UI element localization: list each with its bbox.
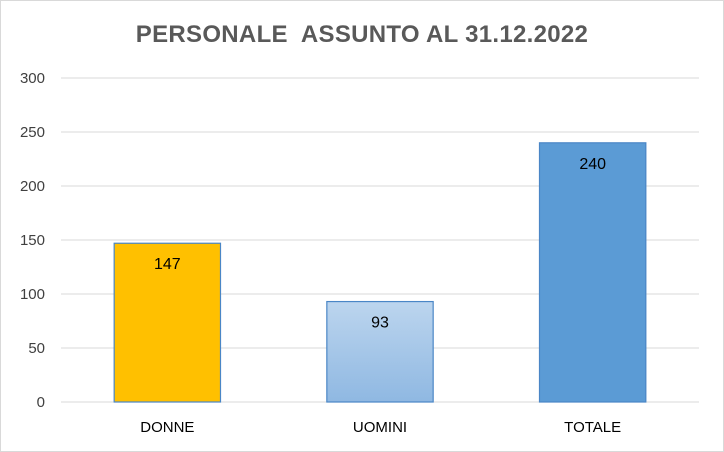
data-label-uomini: 93	[371, 315, 389, 332]
category-label-totale: TOTALE	[564, 419, 621, 436]
chart-title: PERSONALE ASSUNTO AL 31.12.2022	[135, 21, 589, 48]
bar-donne	[113, 242, 222, 403]
bar-uomini	[326, 300, 434, 403]
category-label-donne: DONNE	[140, 419, 194, 436]
y-tick-label: 50	[28, 340, 45, 357]
y-tick-label: 300	[20, 70, 45, 87]
y-tick-label: 0	[37, 394, 45, 411]
y-tick-label: 250	[20, 124, 45, 141]
category-label-uomini: UOMINI	[353, 419, 407, 436]
bar-totale	[538, 142, 647, 403]
y-tick-label: 150	[20, 232, 45, 249]
y-tick-label: 200	[20, 178, 45, 195]
data-label-donne: 147	[154, 256, 181, 273]
data-label-totale: 240	[579, 156, 606, 173]
y-tick-label: 100	[20, 286, 45, 303]
